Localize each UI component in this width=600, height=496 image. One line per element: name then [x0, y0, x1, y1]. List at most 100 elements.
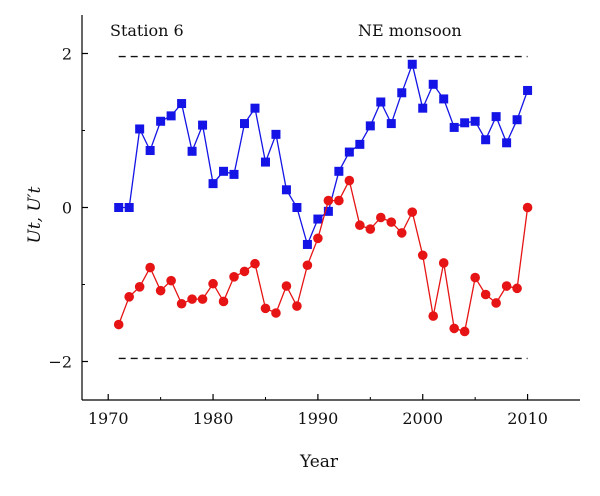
square-point — [208, 179, 218, 189]
circle-point — [386, 217, 397, 227]
circle-point — [176, 298, 187, 309]
square-point — [376, 97, 386, 107]
x-tick-label: 1980 — [193, 409, 234, 428]
circle-point — [512, 283, 522, 294]
circle-point — [208, 278, 218, 289]
circle-point — [187, 294, 197, 304]
square-point — [313, 214, 323, 224]
circle-point — [313, 233, 323, 244]
square-point — [344, 147, 354, 157]
x-tick-label: 2000 — [402, 409, 443, 428]
series-line — [118, 62, 529, 247]
square-point — [124, 203, 134, 212]
circle-point — [250, 258, 260, 269]
x-axis-title: Year — [299, 452, 339, 472]
square-point — [334, 166, 344, 176]
reference-lines — [118, 55, 528, 360]
circle-point — [480, 289, 491, 300]
circle-point — [344, 175, 355, 186]
circle-point — [239, 266, 250, 277]
circle-point — [417, 250, 428, 261]
square-point — [156, 116, 166, 126]
ticks-layer: 1970 1980 1990 2000 2010 −2 0 2 — [48, 45, 548, 429]
season-label: NE monsoon — [358, 21, 462, 40]
square-point — [491, 112, 501, 122]
x-tick-label: 1990 — [298, 409, 339, 428]
circle-point — [355, 220, 365, 231]
circle-point — [428, 311, 439, 321]
circle-point — [292, 301, 302, 311]
circle-point — [218, 296, 229, 307]
circle-point — [134, 282, 145, 292]
circle-point — [229, 272, 239, 282]
square-point — [177, 99, 187, 109]
square-point — [281, 185, 291, 195]
station-label: Station 6 — [110, 21, 184, 40]
square-point — [271, 129, 281, 139]
circle-point — [334, 195, 344, 206]
x-tick-label: 1970 — [88, 409, 129, 428]
square-point — [512, 115, 522, 125]
square-point — [365, 121, 375, 131]
circle-point — [438, 258, 449, 268]
square-point — [260, 157, 270, 167]
circle-point — [145, 262, 155, 273]
square-point — [166, 111, 176, 121]
circle-point — [271, 308, 281, 318]
square-point — [355, 139, 365, 149]
circle-point — [407, 207, 418, 217]
circle-point — [470, 272, 480, 283]
circle-point — [166, 275, 176, 286]
square-point — [135, 124, 145, 134]
square-point — [523, 85, 533, 95]
series-circle-group — [113, 175, 533, 337]
y-tick-label: −2 — [48, 353, 72, 372]
circle-point — [113, 319, 124, 330]
square-point — [145, 146, 155, 156]
circle-point — [396, 228, 407, 238]
circle-point — [155, 285, 166, 296]
circle-point — [365, 224, 376, 234]
series-square-group — [114, 59, 533, 249]
circle-point — [449, 323, 459, 334]
square-point — [502, 138, 512, 148]
circle-point — [302, 260, 313, 271]
circle-point — [501, 281, 512, 291]
circle-point — [124, 292, 134, 302]
square-point — [198, 120, 208, 130]
square-point — [250, 103, 260, 113]
circle-point — [522, 202, 533, 213]
square-point — [323, 206, 333, 216]
series-line — [118, 178, 529, 333]
series-layer — [113, 59, 533, 337]
square-point — [240, 119, 250, 129]
square-point — [460, 118, 470, 128]
square-point — [407, 59, 417, 69]
square-point — [481, 135, 491, 145]
x-tick-label: 2010 — [507, 409, 548, 428]
square-point — [449, 122, 459, 132]
square-point — [470, 116, 480, 126]
square-point — [302, 239, 312, 249]
y-tick-label: 2 — [62, 45, 72, 64]
circle-point — [376, 212, 386, 223]
circle-point — [459, 326, 470, 337]
circle-point — [260, 303, 271, 314]
square-point — [397, 88, 407, 98]
y-axis-title: Ut, U′t — [25, 186, 45, 243]
circle-point — [197, 294, 208, 304]
square-point — [418, 103, 428, 113]
square-point — [187, 146, 197, 156]
square-point — [114, 203, 124, 212]
square-point — [428, 79, 438, 89]
square-point — [229, 169, 239, 179]
circle-point — [323, 195, 334, 206]
square-point — [219, 166, 229, 176]
circle-point — [491, 298, 501, 308]
square-point — [439, 94, 449, 104]
y-tick-label: 0 — [62, 199, 72, 218]
square-point — [386, 119, 396, 129]
square-point — [292, 203, 302, 212]
